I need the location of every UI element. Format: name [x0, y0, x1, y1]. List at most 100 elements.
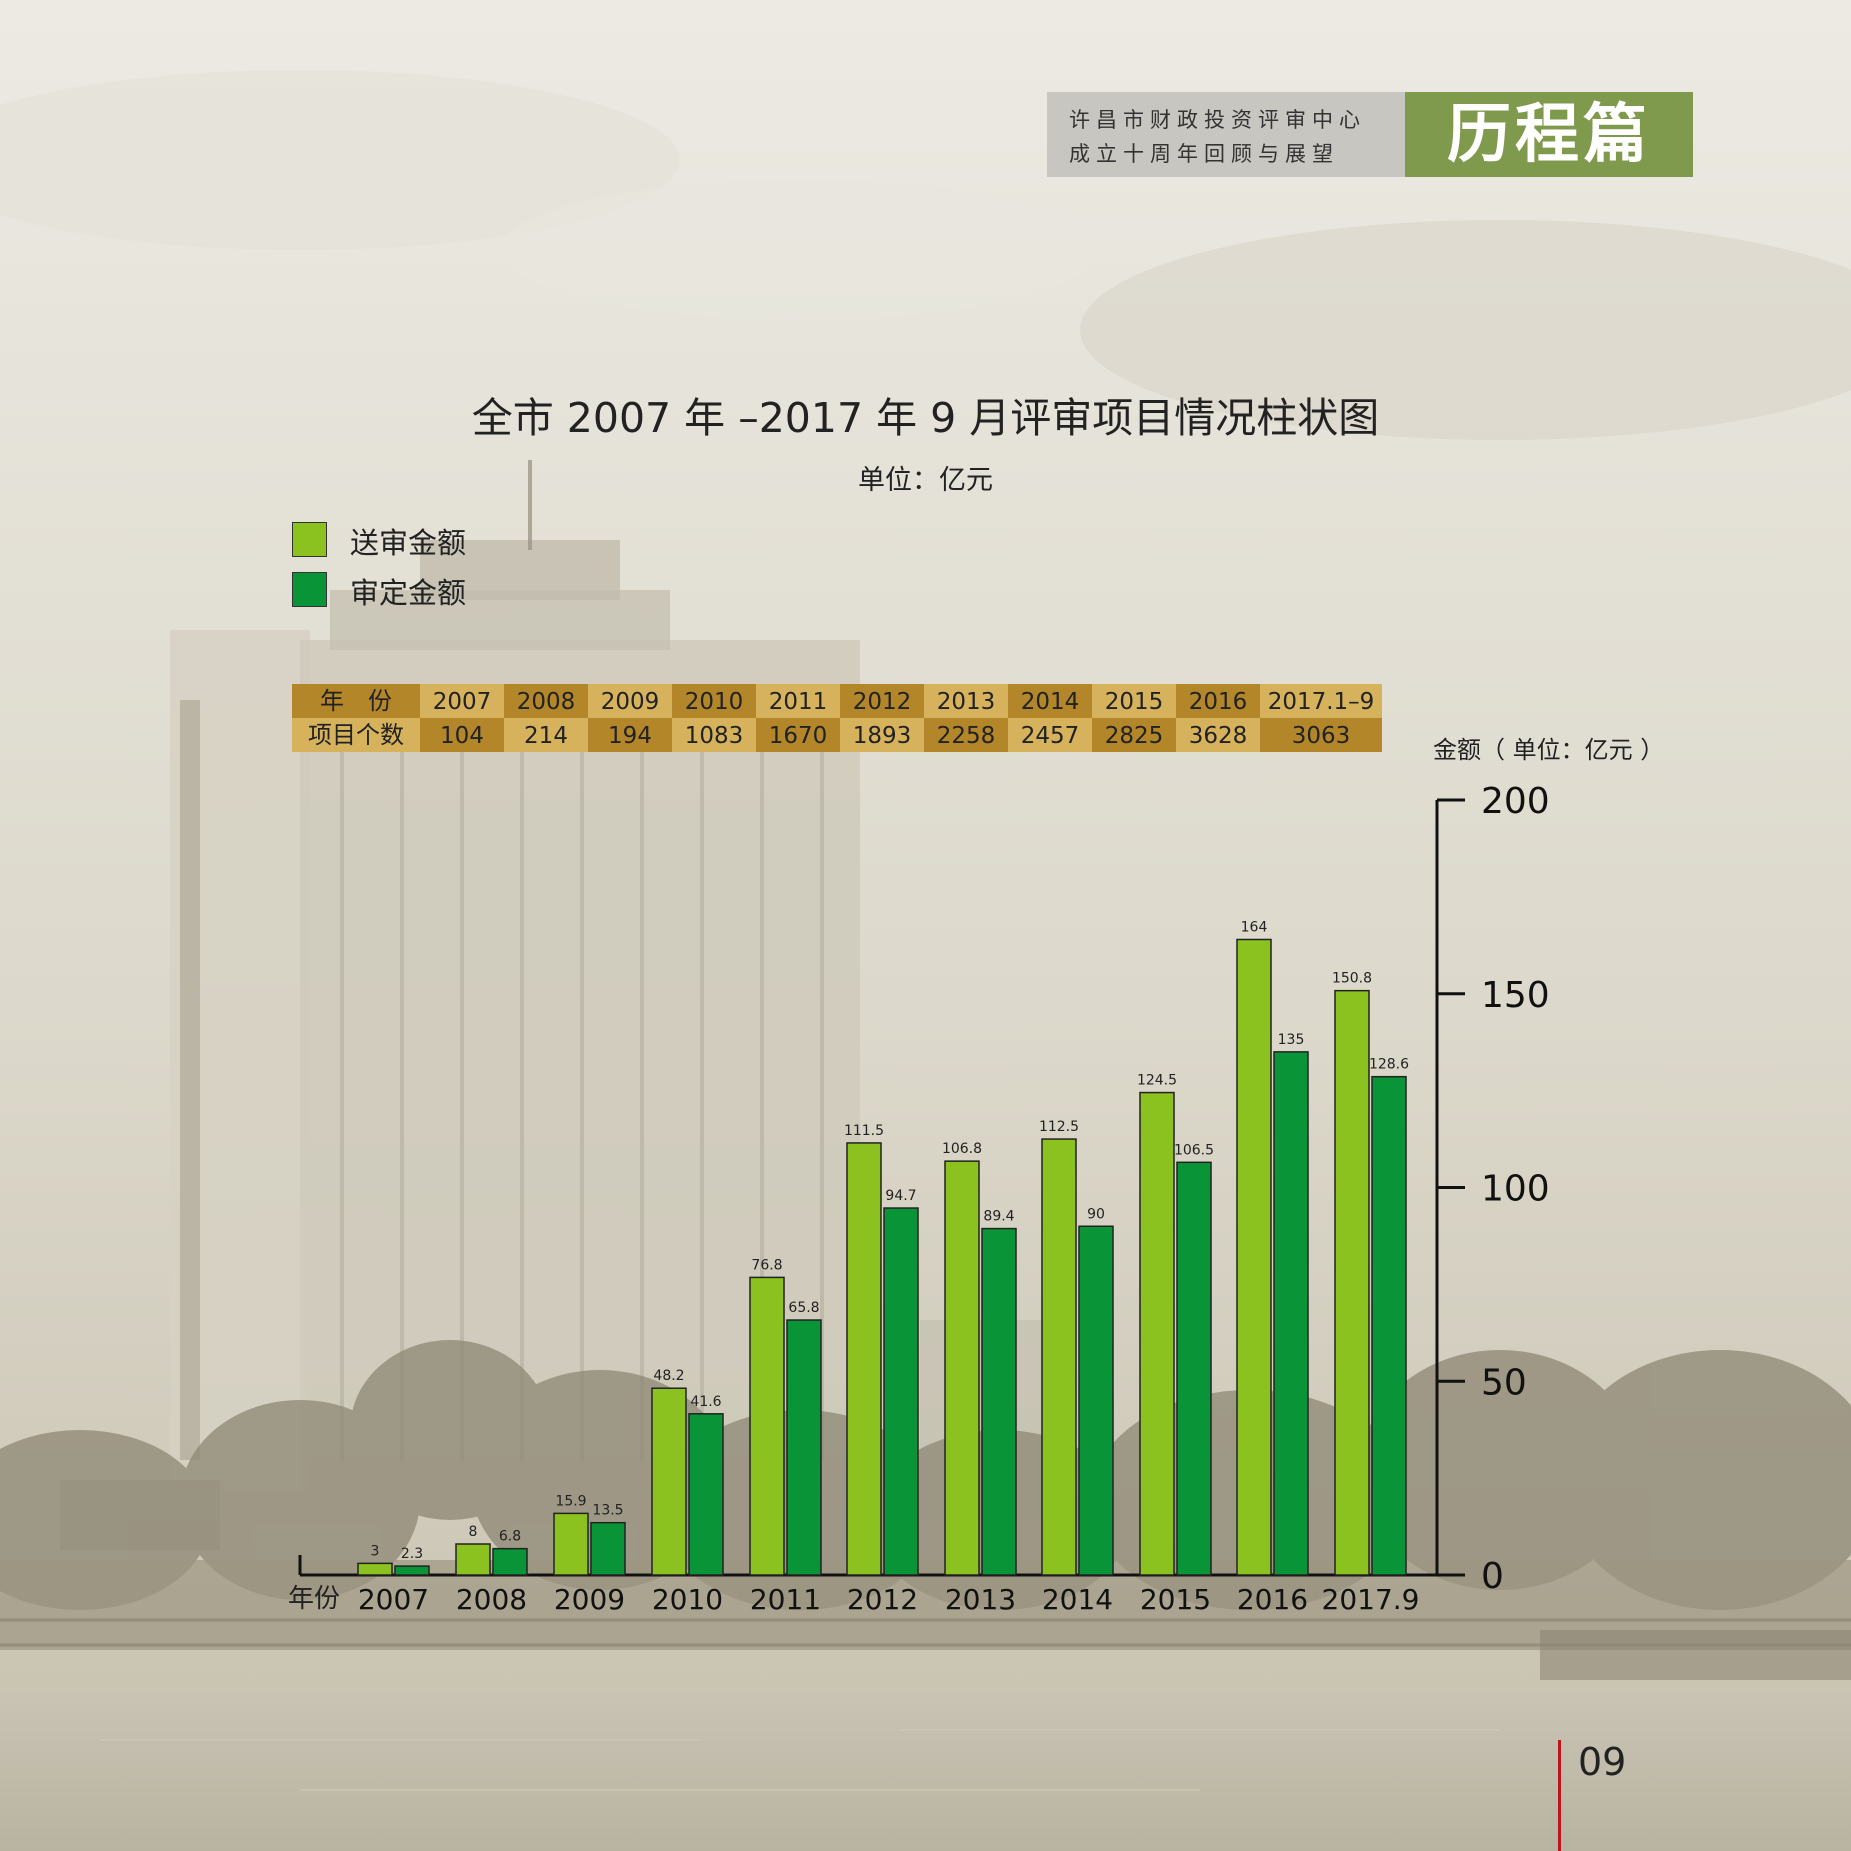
x-tick-label: 2017.9: [1322, 1583, 1420, 1616]
table-cell-year-bg: [1092, 684, 1176, 718]
bar-approved: [1176, 1161, 1212, 1576]
table-cell-year-bg: [840, 684, 924, 718]
table-cell-count-bg: [1176, 718, 1260, 752]
data-label-submitted: 164: [1241, 920, 1268, 936]
bar-submitted: [749, 1276, 785, 1576]
y-axis-label: 金额（ 单位：亿元 ）: [1433, 736, 1664, 764]
table-cell-count-bg: [588, 718, 672, 752]
header-subtitle-box: 许昌市财政投资评审中心 成立十周年回顾与展望: [1047, 92, 1405, 177]
table-header-count: 项目个数: [308, 721, 404, 749]
table-cell-count: 194: [608, 723, 652, 749]
bar-approved: [786, 1319, 822, 1576]
table-cell-count-bg: [756, 718, 840, 752]
table-cell-year: 2017.1–9: [1268, 689, 1375, 715]
bar-approved: [1273, 1051, 1309, 1576]
bar-submitted: [553, 1512, 589, 1576]
legend-label-approved: 审定金额: [350, 576, 467, 610]
y-tick-label: 150: [1481, 975, 1550, 1016]
bar-submitted: [944, 1160, 980, 1576]
legend-swatch-approved: [292, 572, 327, 607]
table-cell-year-bg: [1260, 684, 1382, 718]
table-cell-year-bg: [672, 684, 756, 718]
data-label-submitted: 3: [371, 1543, 380, 1559]
bar-submitted: [1041, 1138, 1077, 1576]
data-label-submitted: 112.5: [1039, 1119, 1079, 1135]
data-label-approved: 65.8: [788, 1300, 819, 1316]
table-cell-count: 1893: [853, 723, 912, 749]
table-cell-count: 3628: [1189, 723, 1248, 749]
data-label-approved: 41.6: [690, 1394, 721, 1410]
bar-submitted: [1334, 989, 1370, 1576]
x-tick-label: 2016: [1237, 1583, 1308, 1616]
y-tick-label: 200: [1481, 781, 1550, 822]
page-number-marker: [1558, 1740, 1561, 1851]
table-cell-count-bg: [672, 718, 756, 752]
table-cell-year-bg: [1176, 684, 1260, 718]
table-cell-count-bg: [1260, 718, 1382, 752]
table-cell-year: 2015: [1105, 689, 1164, 715]
x-tick-label: 2009: [554, 1583, 625, 1616]
table-cell-count-bg: [1008, 718, 1092, 752]
table-header-cell-year: [292, 684, 420, 718]
bar-approved: [883, 1207, 919, 1576]
data-label-approved: 90: [1087, 1206, 1105, 1222]
table-cell-year-bg: [504, 684, 588, 718]
table-cell-count: 2457: [1021, 723, 1080, 749]
bar-approved: [688, 1413, 724, 1576]
page-number: 09: [1578, 1740, 1627, 1784]
data-label-submitted: 150.8: [1332, 971, 1372, 987]
x-tick-label: 2013: [945, 1583, 1016, 1616]
table-cell-count-bg: [924, 718, 1008, 752]
bar-submitted: [651, 1387, 687, 1576]
data-label-submitted: 48.2: [653, 1368, 684, 1384]
table-header-year: 年 份: [320, 687, 392, 715]
x-tick-label: 2015: [1140, 1583, 1211, 1616]
data-label-submitted: 8: [469, 1524, 478, 1540]
bar-submitted: [1236, 938, 1272, 1576]
table-cell-year-bg: [924, 684, 1008, 718]
table-header-cell-count: [292, 718, 420, 752]
header-subtitle-line2: 成立十周年回顾与展望: [1069, 142, 1339, 166]
x-tick-label: 2007: [358, 1583, 429, 1616]
table-cell-count: 3063: [1292, 723, 1351, 749]
table-cell-year-bg: [756, 684, 840, 718]
data-label-submitted: 76.8: [751, 1257, 782, 1273]
legend-swatch-submitted: [292, 522, 327, 557]
data-label-approved: 106.5: [1174, 1142, 1214, 1158]
data-label-approved: 6.8: [499, 1529, 521, 1545]
bar-submitted: [357, 1562, 393, 1576]
bar-approved: [981, 1227, 1017, 1576]
x-tick-label: 2011: [750, 1583, 821, 1616]
data-label-approved: 128.6: [1369, 1057, 1409, 1073]
section-header: 许昌市财政投资评审中心 成立十周年回顾与展望 历程篇: [1047, 92, 1693, 177]
bar-submitted: [1139, 1091, 1175, 1576]
table-cell-year: 2008: [517, 689, 576, 715]
bar-approved: [394, 1565, 430, 1576]
table-cell-year: 2010: [685, 689, 744, 715]
section-title: 历程篇: [1405, 92, 1693, 177]
data-label-approved: 13.5: [592, 1503, 623, 1519]
data-label-approved: 94.7: [885, 1188, 916, 1204]
table-cell-year-bg: [588, 684, 672, 718]
table-cell-year-bg: [420, 684, 504, 718]
table-cell-count: 2258: [937, 723, 996, 749]
legend-label-submitted: 送审金额: [350, 526, 467, 560]
table-cell-year: 2011: [769, 689, 828, 715]
table-cell-year: 2013: [937, 689, 996, 715]
data-label-submitted: 15.9: [555, 1493, 586, 1509]
table-cell-count: 1083: [685, 723, 744, 749]
table-cell-count: 2825: [1105, 723, 1164, 749]
bar-approved: [1078, 1225, 1114, 1576]
data-label-submitted: 106.8: [942, 1141, 982, 1157]
data-label-submitted: 124.5: [1137, 1073, 1177, 1089]
bar-approved: [492, 1547, 528, 1576]
x-tick-label: 2008: [456, 1583, 527, 1616]
table-cell-year: 2009: [601, 689, 660, 715]
table-cell-count: 214: [524, 723, 568, 749]
table-cell-count-bg: [420, 718, 504, 752]
table-cell-count-bg: [1092, 718, 1176, 752]
data-label-approved: 135: [1278, 1032, 1305, 1048]
table-cell-year: 2014: [1021, 689, 1080, 715]
data-label-submitted: 111.5: [844, 1123, 884, 1139]
